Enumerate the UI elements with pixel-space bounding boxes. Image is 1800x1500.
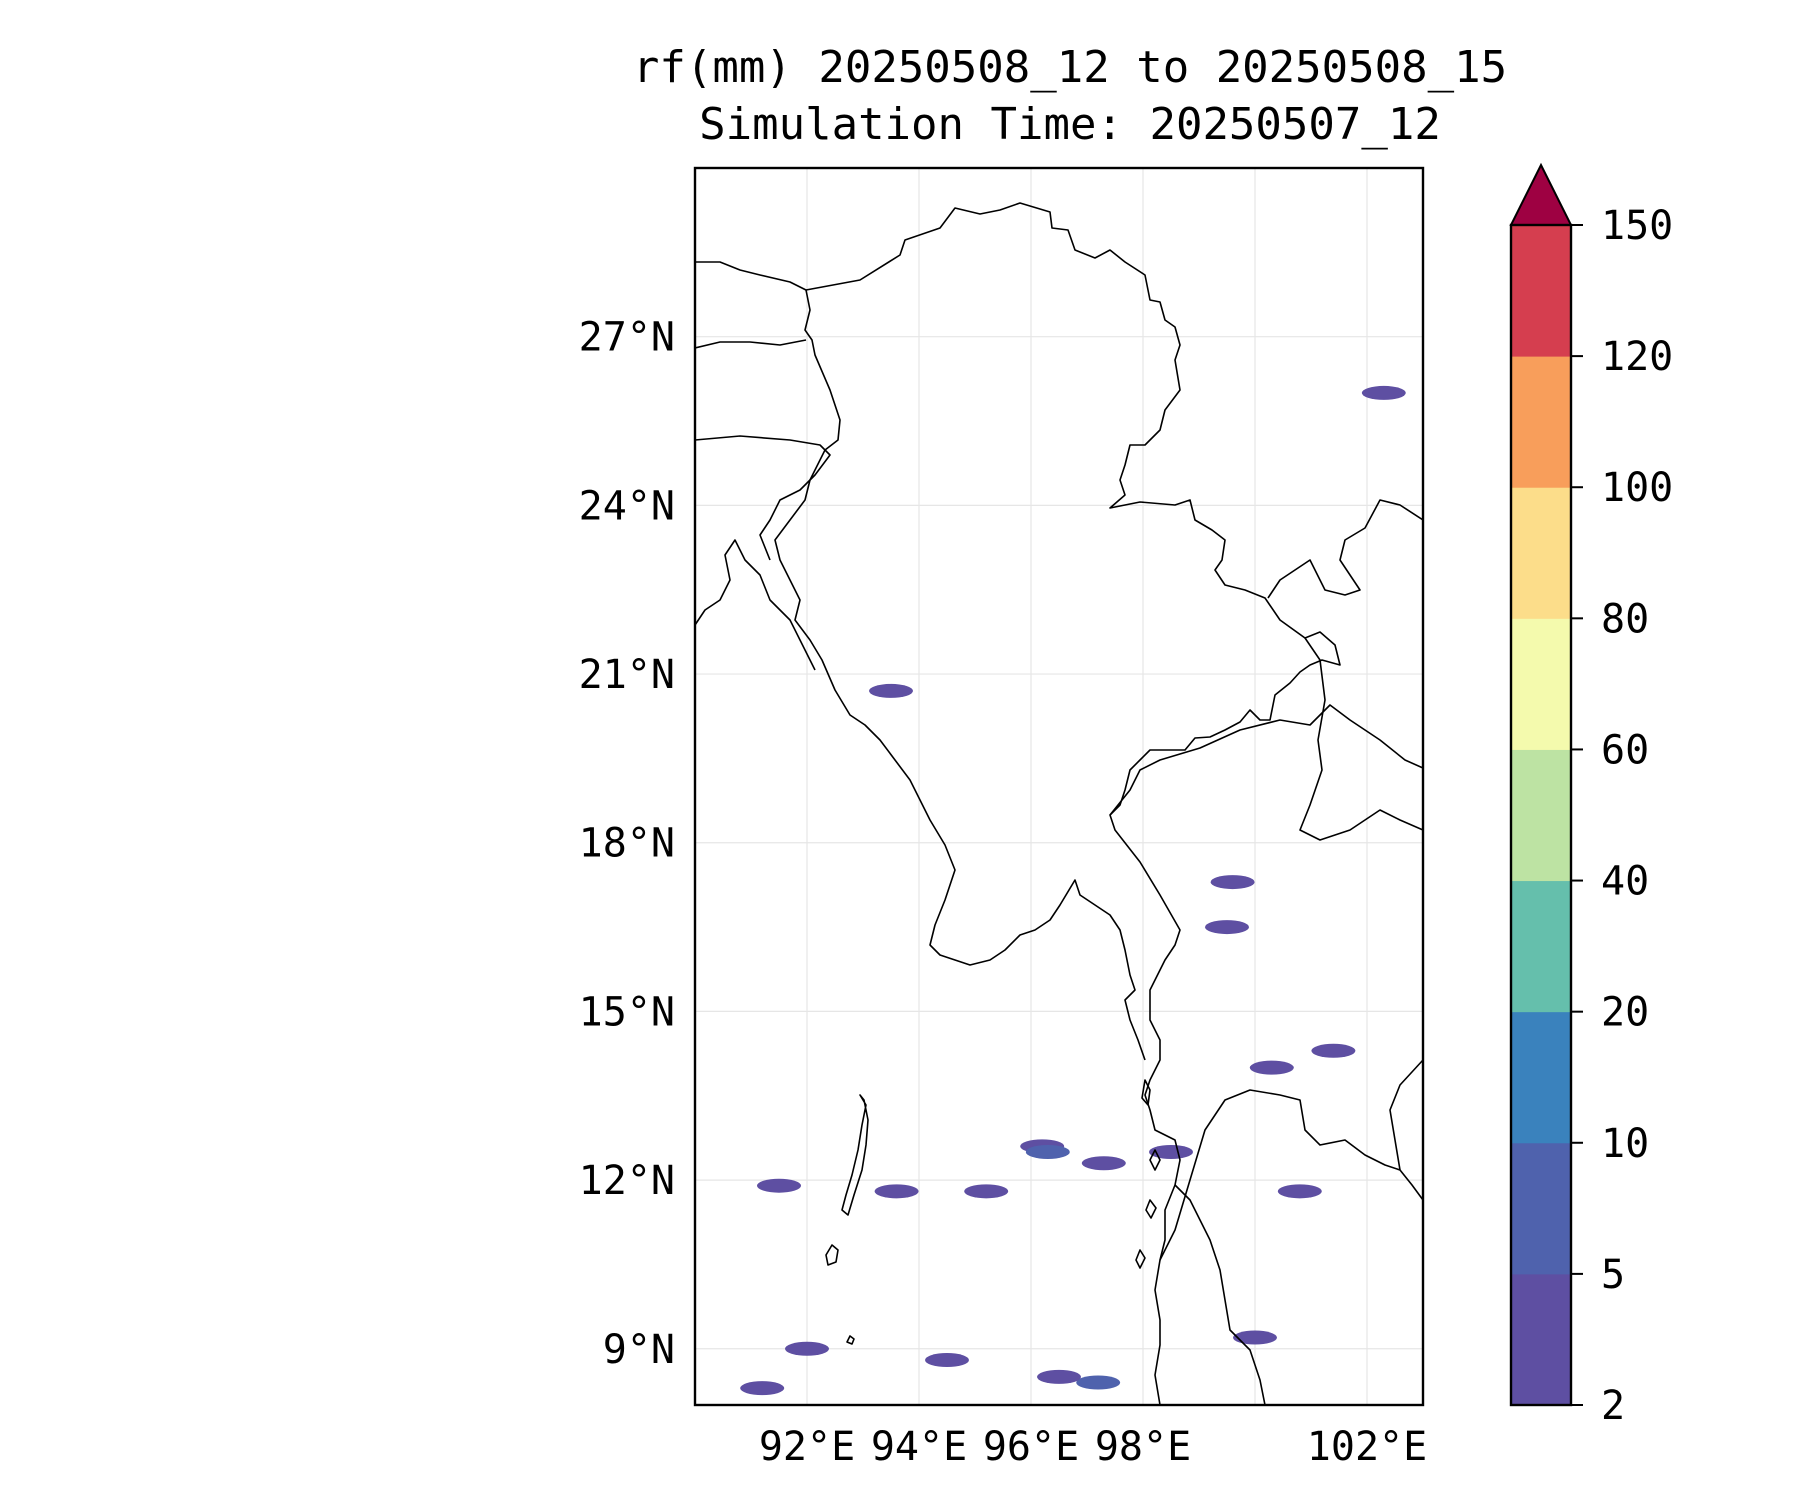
colorbar-segment — [1511, 749, 1571, 882]
rain-cell — [757, 1178, 801, 1193]
bangladesh-coast — [695, 539, 816, 671]
colorbar-segment — [1511, 356, 1571, 488]
colorbar-frame — [1509, 223, 1573, 1407]
rain-cell — [874, 1184, 919, 1199]
lon-tick-label: 92°E — [759, 1424, 855, 1470]
rain-cell — [1037, 1369, 1081, 1384]
rain-cell — [964, 1184, 1009, 1199]
rain-cell — [785, 1341, 829, 1356]
rain-cell — [869, 683, 913, 698]
colorbar-segment — [1511, 225, 1571, 357]
rain-cell — [1076, 1375, 1121, 1390]
gridlines — [695, 168, 1423, 1405]
malay-peninsula-coast — [1174, 1184, 1266, 1405]
andaman-island-1 — [841, 1094, 869, 1216]
map-axes — [693, 166, 1425, 1407]
rain-cell — [1025, 1144, 1070, 1159]
colorbar-tick-label: 120 — [1601, 334, 1673, 380]
colorbar-tick-label: 20 — [1601, 990, 1649, 1036]
colorbar-extend-arrow — [1509, 162, 1573, 226]
rain-cell — [1311, 1043, 1356, 1058]
coastlines-borders — [695, 202, 1423, 1405]
colorbar: 2 5 10 20 40 60 80 100 120 150 — [1509, 162, 1673, 1429]
rainfall-contours — [740, 385, 1406, 1396]
rain-cell — [1249, 1060, 1294, 1075]
rain-cell — [1149, 1144, 1193, 1159]
colorbar-tick-label: 10 — [1601, 1121, 1649, 1167]
myanmar-coast — [774, 289, 1146, 1061]
colorbar-tick-label: 60 — [1601, 727, 1649, 773]
colorbar-tick-label: 40 — [1601, 859, 1649, 905]
colorbar-tick-label: 100 — [1601, 465, 1673, 511]
lat-tick-label: 18°N — [579, 821, 675, 867]
colorbar-segment — [1511, 1011, 1571, 1144]
thailand-border — [1109, 704, 1423, 816]
colorbar-segment — [1511, 1142, 1571, 1275]
colorbar-tick-label: 80 — [1601, 596, 1649, 642]
colorbar-segment — [1511, 618, 1571, 750]
rain-cell — [925, 1353, 969, 1368]
lon-tick-label: 96°E — [983, 1424, 1079, 1470]
india-border-north — [695, 261, 807, 291]
colorbar-segment — [1511, 1273, 1571, 1406]
lon-tick-label: 102°E — [1307, 1424, 1427, 1470]
china-laos-border — [1267, 499, 1423, 599]
lat-tick-label: 24°N — [579, 483, 675, 529]
rain-cell — [1233, 1330, 1277, 1345]
longitude-labels: 92°E 94°E 96°E 98°E 102°E — [759, 1424, 1427, 1470]
thailand-east-border — [1389, 1059, 1423, 1171]
mergui-islands — [1135, 1079, 1161, 1269]
rain-cell — [1081, 1156, 1126, 1171]
bangladesh-border — [695, 435, 831, 561]
colorbar-tick-label: 150 — [1601, 203, 1673, 249]
colorbar-tick-label: 5 — [1601, 1252, 1625, 1298]
thailand-coast-gulf — [1159, 1089, 1423, 1261]
colorbar-segment — [1511, 487, 1571, 619]
myanmar-border — [805, 202, 1341, 1405]
lat-tick-label: 21°N — [579, 652, 675, 698]
lon-tick-label: 98°E — [1095, 1424, 1191, 1470]
rain-cell — [1277, 1184, 1322, 1199]
rain-cell — [740, 1381, 785, 1396]
colorbar-segment — [1511, 880, 1571, 1013]
andaman-island-2 — [825, 1244, 839, 1266]
rain-cell — [1210, 875, 1255, 890]
map-frame — [693, 166, 1425, 1407]
chart-title-line2: Simulation Time: 20250507_12 — [699, 99, 1441, 150]
nicobar-island — [846, 1335, 855, 1345]
chart-title-line1: rf(mm) 20250508_12 to 20250508_15 — [632, 42, 1508, 93]
rain-cell — [1361, 385, 1406, 400]
lat-tick-label: 12°N — [579, 1158, 675, 1204]
rain-cell — [1205, 920, 1249, 935]
lat-tick-label: 9°N — [603, 1327, 675, 1373]
lat-tick-label: 15°N — [579, 989, 675, 1035]
lat-tick-label: 27°N — [579, 315, 675, 361]
latitude-labels: 9°N 12°N 15°N 18°N 21°N 24°N 27°N — [579, 315, 675, 1373]
india-border-mid — [695, 339, 807, 349]
colorbar-tick-label: 2 — [1601, 1383, 1625, 1429]
lon-tick-label: 94°E — [871, 1424, 967, 1470]
thailand-laos-border — [1299, 637, 1423, 841]
